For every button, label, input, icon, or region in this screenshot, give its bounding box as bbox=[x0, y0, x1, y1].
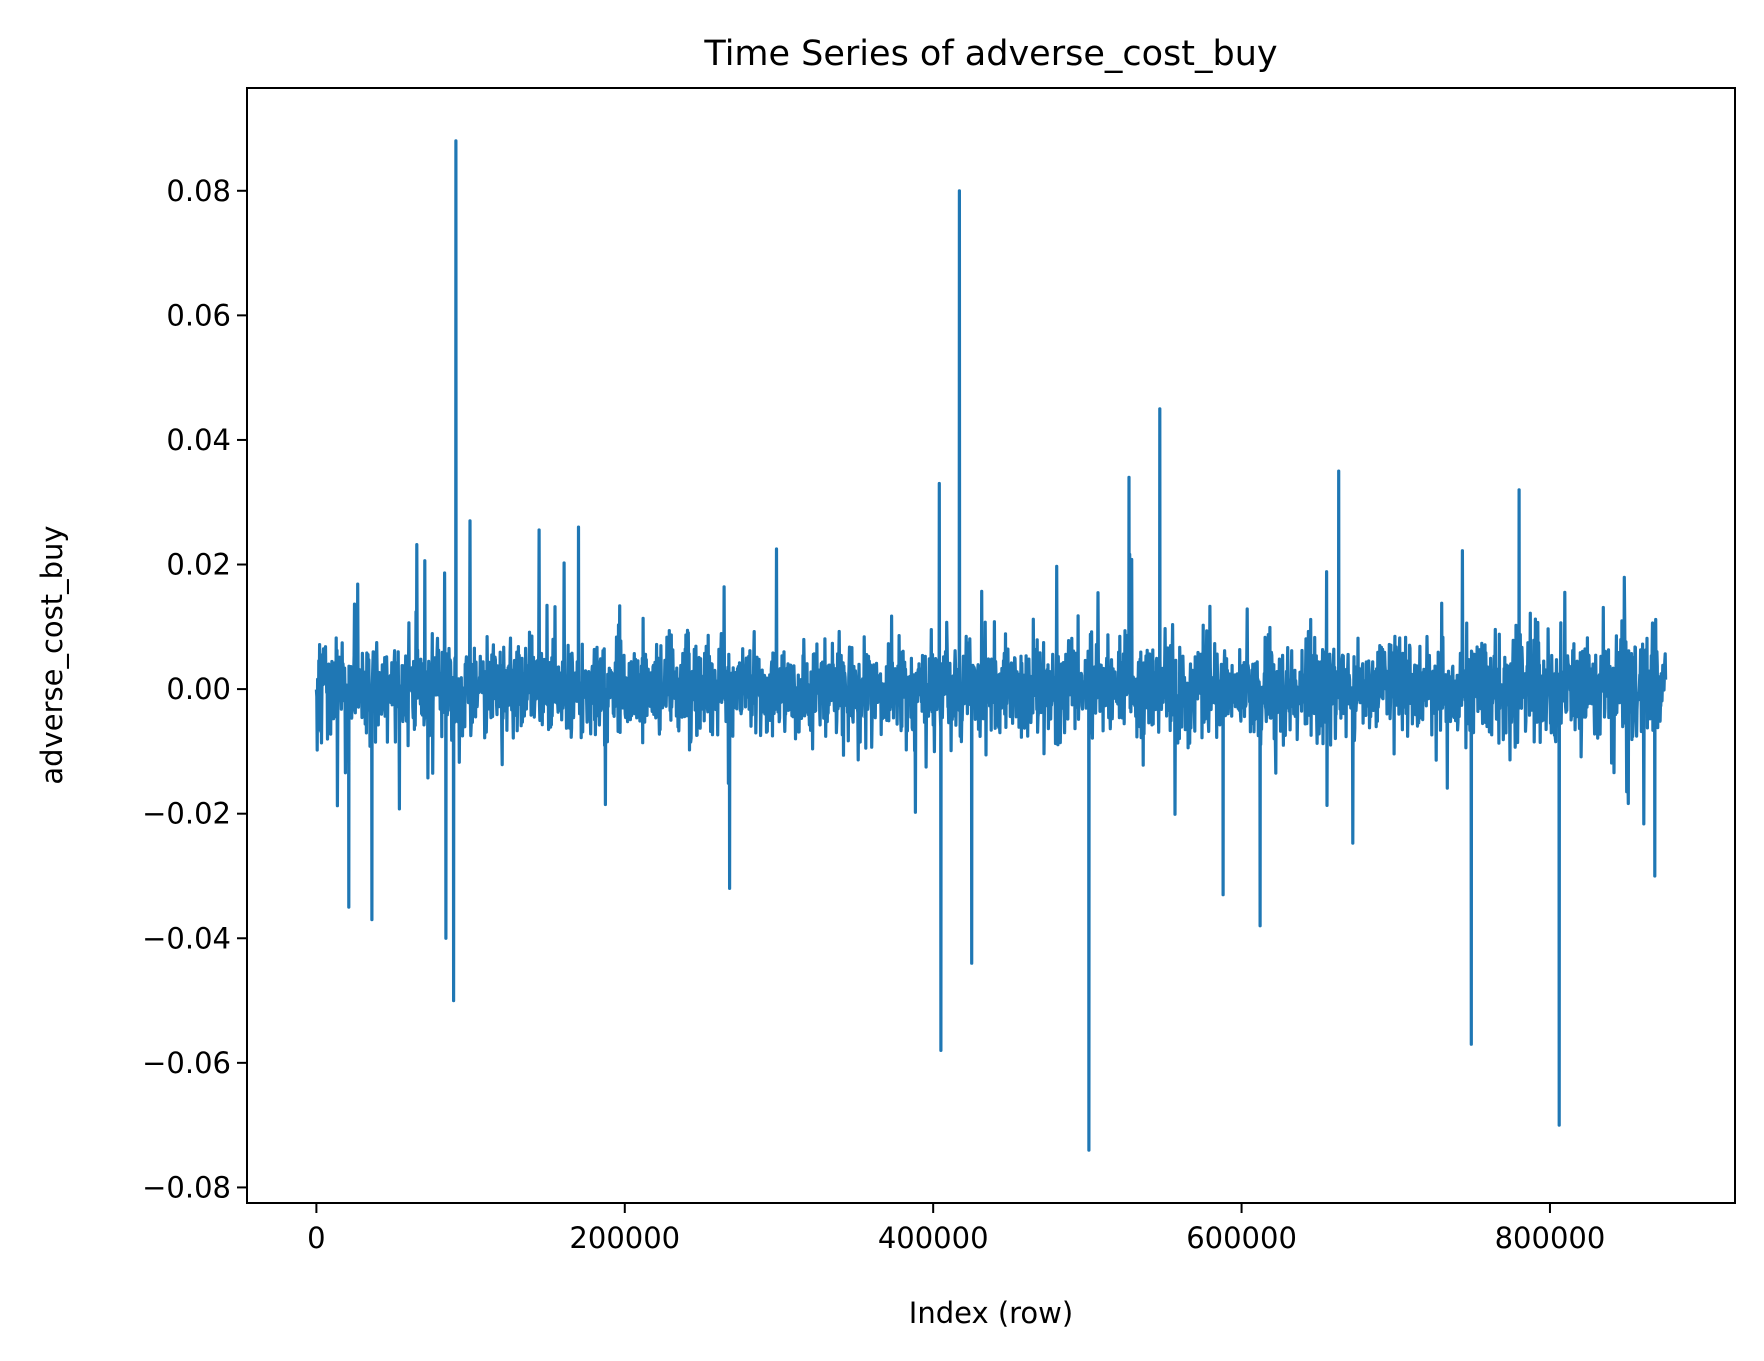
y-tick-label: 0.00 bbox=[166, 672, 231, 706]
y-tick-label: 0.04 bbox=[166, 423, 231, 457]
y-axis-label: adverse_cost_buy bbox=[35, 525, 69, 784]
y-axis: −0.08 −0.06 −0.04 −0.02 0.00 0.02 0.04 0.06 0.08 bbox=[142, 174, 247, 1204]
series-line bbox=[314, 139, 1668, 1152]
y-tick-label: −0.06 bbox=[142, 1046, 231, 1080]
y-tick-label: −0.08 bbox=[142, 1170, 231, 1204]
chart-title: Time Series of adverse_cost_buy bbox=[703, 34, 1277, 74]
y-tick-label: 0.06 bbox=[166, 298, 231, 332]
y-tick-label: −0.04 bbox=[142, 921, 231, 955]
x-axis-label: Index (row) bbox=[909, 1296, 1073, 1330]
x-tick-label: 0 bbox=[307, 1221, 325, 1255]
x-tick-label: 200000 bbox=[569, 1221, 680, 1255]
x-tick-label: 400000 bbox=[878, 1221, 989, 1255]
series-layer bbox=[314, 139, 1668, 1152]
y-tick-label: −0.02 bbox=[142, 797, 231, 831]
x-tick-label: 600000 bbox=[1186, 1221, 1297, 1255]
y-tick-label: 0.08 bbox=[166, 174, 231, 208]
plot-frame bbox=[246, 87, 1736, 1204]
y-tick-label: 0.02 bbox=[166, 548, 231, 582]
x-axis: 0 200000 400000 600000 800000 bbox=[307, 1203, 1605, 1255]
x-tick-label: 800000 bbox=[1495, 1221, 1606, 1255]
